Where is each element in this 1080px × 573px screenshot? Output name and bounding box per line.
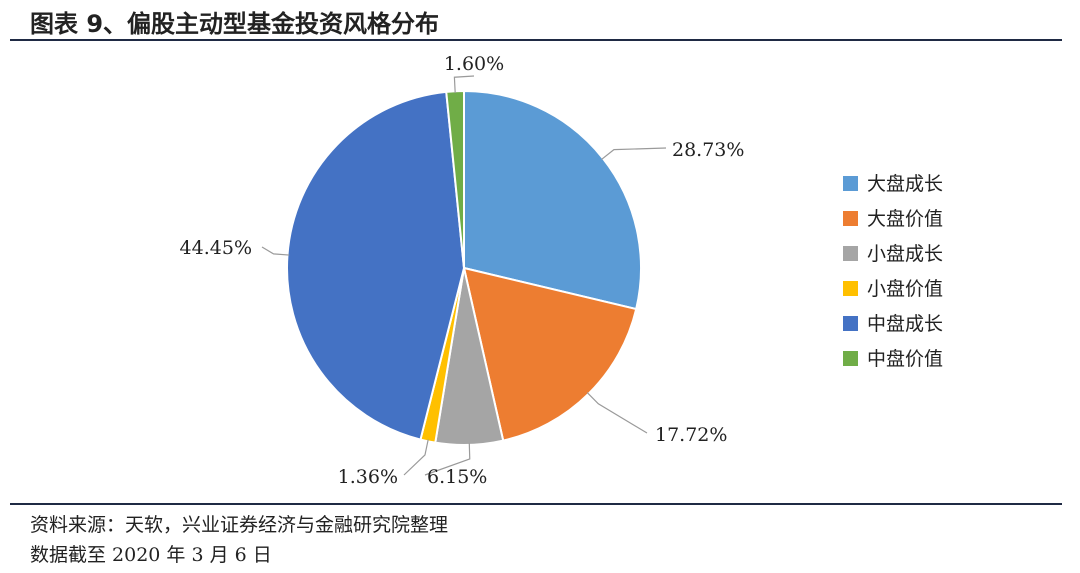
data-label-1: 28.73% bbox=[672, 139, 744, 161]
legend-label-6: 中盘价值 bbox=[867, 348, 943, 370]
pie-chart: 28.73% 17.72% 6.15% 1.36% 44.45% 1.60% 大盘成长大盘价… bbox=[180, 53, 943, 488]
top-divider bbox=[10, 39, 1062, 41]
legend-swatch-3 bbox=[843, 246, 858, 261]
leader-line-2 bbox=[586, 392, 648, 434]
data-label-3: 6.15% bbox=[427, 466, 487, 488]
leader-line-1 bbox=[601, 147, 667, 160]
leader-line-3 bbox=[424, 443, 471, 476]
data-label-2: 17.72% bbox=[655, 424, 727, 446]
leader-line-4 bbox=[403, 439, 429, 476]
legend-swatch-5 bbox=[843, 316, 858, 331]
legend-label-3: 小盘成长 bbox=[867, 243, 943, 265]
leader-line-5 bbox=[261, 246, 290, 256]
data-label-5: 44.45% bbox=[180, 237, 252, 259]
leader-line-6 bbox=[453, 75, 475, 94]
data-label-4: 1.36% bbox=[338, 466, 398, 488]
legend-swatch-1 bbox=[843, 176, 858, 191]
legend-label-5: 中盘成长 bbox=[867, 313, 943, 335]
legend-label-2: 大盘价值 bbox=[867, 208, 943, 230]
legend-label-4: 小盘价值 bbox=[867, 278, 943, 300]
chart-title: 图表 9、偏股主动型基金投资风格分布 bbox=[30, 10, 440, 38]
legend-label-1: 大盘成长 bbox=[867, 173, 943, 195]
data-label-6: 1.60% bbox=[444, 53, 504, 75]
date-note: 数据截至 2020 年 3 月 6 日 bbox=[30, 544, 272, 566]
legend-swatch-2 bbox=[843, 211, 858, 226]
legend-swatch-4 bbox=[843, 281, 858, 296]
source-note: 资料来源：天软，兴业证券经济与金融研究院整理 bbox=[30, 514, 449, 536]
legend-swatch-6 bbox=[843, 351, 858, 366]
bottom-divider bbox=[10, 503, 1062, 505]
